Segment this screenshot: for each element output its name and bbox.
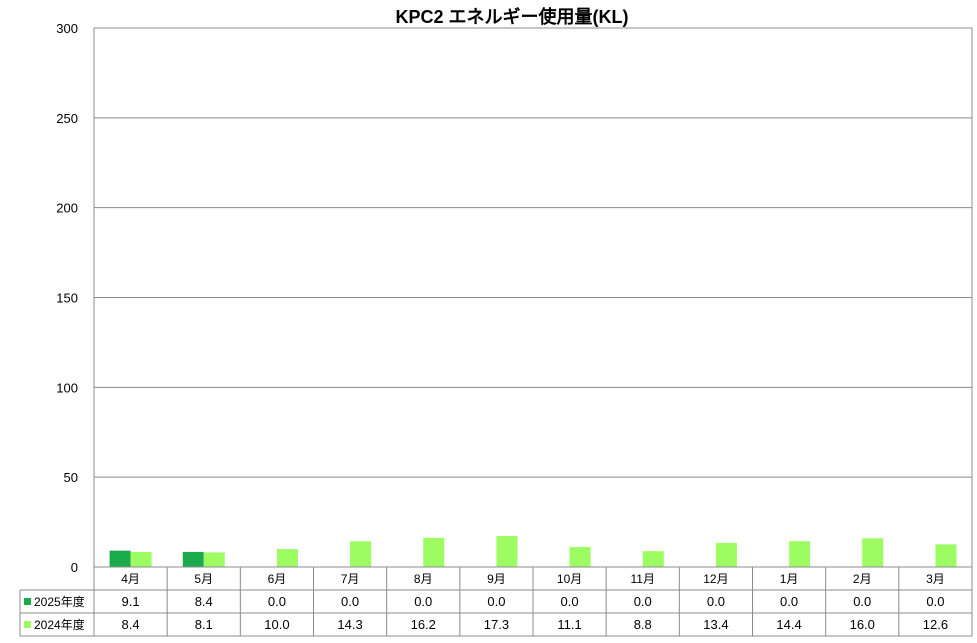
data-label: 0.0	[634, 594, 652, 609]
data-label: 10.0	[264, 617, 289, 632]
data-label: 9.1	[122, 594, 140, 609]
y-tick-label: 250	[56, 111, 78, 126]
data-label: 17.3	[484, 617, 509, 632]
gridlines	[93, 27, 973, 567]
data-label: 0.0	[853, 594, 871, 609]
data-label: 8.8	[634, 617, 652, 632]
bar-series2-5	[496, 535, 518, 567]
data-label: 14.3	[337, 617, 362, 632]
y-tick-label: 150	[56, 291, 78, 306]
category-label: 9月	[487, 572, 506, 586]
bar-series1-1	[182, 551, 204, 567]
category-label: 11月	[631, 572, 655, 586]
data-label: 0.0	[341, 594, 359, 609]
data-label: 0.0	[780, 594, 798, 609]
y-tick-label: 100	[56, 380, 78, 395]
bar-series2-0	[130, 551, 152, 567]
bars	[109, 535, 957, 567]
legend-key	[24, 598, 31, 605]
bar-series2-3	[350, 541, 372, 567]
y-tick-label: 300	[56, 21, 78, 36]
data-label: 0.0	[414, 594, 432, 609]
data-label: 8.4	[122, 617, 140, 632]
category-label: 12月	[703, 572, 728, 586]
bar-series2-6	[569, 547, 591, 567]
bar-series2-2	[276, 549, 298, 567]
data-label: 14.4	[776, 617, 801, 632]
bar-series2-11	[935, 544, 957, 567]
data-label: 12.6	[923, 617, 948, 632]
data-label: 8.1	[195, 617, 213, 632]
category-label: 4月	[121, 572, 140, 586]
bar-series2-4	[423, 537, 445, 567]
data-label: 13.4	[703, 617, 728, 632]
category-label: 1月	[780, 572, 799, 586]
legend-key	[24, 621, 31, 628]
bar-series1-0	[109, 550, 131, 567]
series-name: 2024年度	[34, 617, 85, 632]
y-tick-label: 50	[64, 470, 78, 485]
series-name: 2025年度	[34, 594, 85, 609]
data-label: 8.4	[195, 594, 213, 609]
category-label: 2月	[853, 572, 872, 586]
bar-series2-9	[789, 541, 811, 567]
category-label: 8月	[414, 572, 433, 586]
category-label: 7月	[341, 572, 360, 586]
y-tick-label: 0	[71, 560, 78, 575]
y-tick-label: 200	[56, 201, 78, 216]
data-label: 16.2	[411, 617, 436, 632]
category-label: 5月	[194, 572, 213, 586]
data-label: 16.0	[850, 617, 875, 632]
data-label: 0.0	[926, 594, 944, 609]
bar-series2-1	[203, 552, 225, 567]
data-label: 11.1	[557, 617, 581, 632]
data-table: 4月 5月 6月 7月 8月 9月 10月 11月 12月 1月 2月 3月 2025年度 9.1 8.4 0…	[19, 566, 973, 637]
category-label: 6月	[268, 572, 287, 586]
bar-series2-7	[642, 551, 664, 567]
data-label: 0.0	[561, 594, 579, 609]
category-label: 3月	[926, 572, 945, 586]
data-label: 0.0	[268, 594, 286, 609]
data-label: 0.0	[487, 594, 505, 609]
y-axis: 0 50 100 150 200 250 300	[56, 21, 78, 575]
category-label: 10月	[557, 572, 582, 586]
chart-title: KPC2 エネルギー使用量(KL)	[396, 6, 629, 27]
bar-series2-8	[715, 542, 737, 567]
data-label: 0.0	[707, 594, 725, 609]
bar-series2-10	[862, 538, 884, 567]
